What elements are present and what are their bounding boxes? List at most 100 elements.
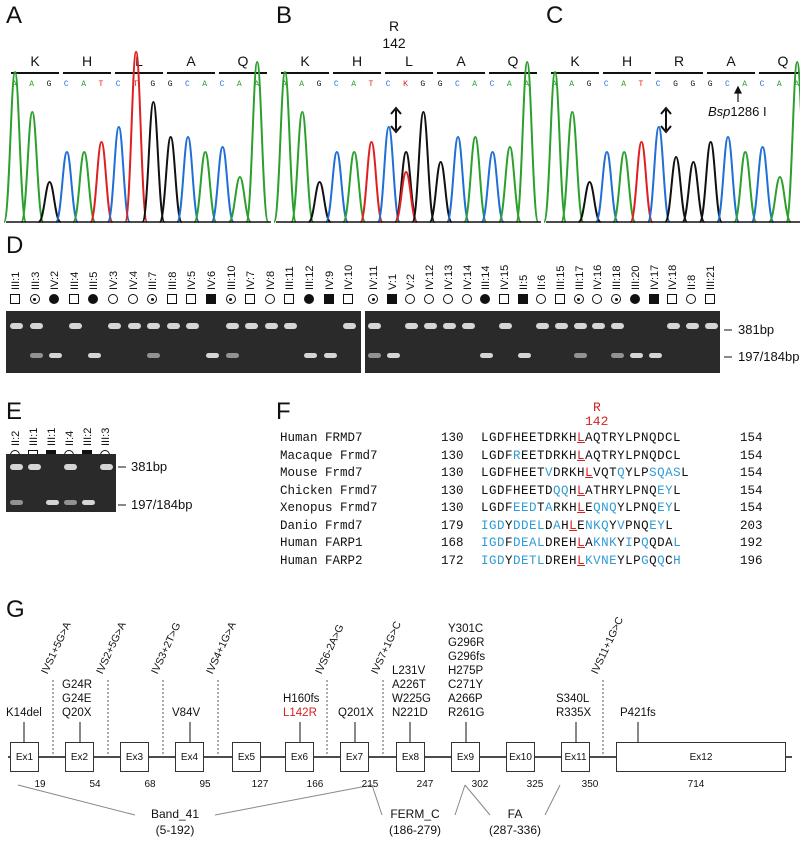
panelA-aa-4: Q [237, 53, 249, 69]
f-seq-4-seg-8: YLPNQ [617, 501, 658, 515]
d-left-lane-14: III:11 [284, 266, 297, 290]
d-right-lane-10: III:15 [555, 265, 567, 290]
panelA-peak-8 [141, 100, 166, 223]
exon-end-10: 325 [526, 779, 544, 790]
gelDL-band-top-13 [264, 323, 278, 329]
f-seq-2-seg-5: Q [617, 466, 626, 480]
panelB-peak-8 [411, 110, 436, 223]
d-right-lane-13: III:18 [611, 265, 624, 290]
gelDL-band-top-12 [245, 323, 259, 329]
f-seq-4-seg-2: T [537, 501, 546, 515]
d-left-symbol-4 [88, 294, 99, 304]
panelB-aa-1: H [351, 53, 363, 69]
gelDR-band-top-10 [555, 323, 568, 329]
d-right-lane-8: II:5 [517, 274, 530, 290]
gelDL-band-bot-10 [206, 353, 219, 358]
panelB-aa-4: Q [507, 53, 519, 69]
d-right-lane-14: III:20 [629, 265, 642, 290]
gene-annotation-lines [17, 680, 639, 816]
panelB-nt-9: G [437, 80, 443, 89]
panelC-peak-11 [733, 150, 758, 223]
domain-0-name: Band_41 [150, 807, 200, 821]
domain-0: Band_41 (5-192) [130, 806, 220, 838]
panelB-aa-bar-1 [333, 72, 381, 74]
f-mut-aa: R [593, 400, 601, 415]
d-left-symbol-1 [29, 294, 40, 304]
f-end-4: 154 [740, 501, 763, 515]
f-seq-4-seg-6: E [585, 501, 594, 515]
gelDR-band-top-18 [704, 323, 718, 329]
exon-end-5: 127 [251, 779, 269, 790]
domain-1-name: FERM_C [390, 807, 440, 821]
f-seq-4-seg-9: EY [657, 501, 674, 515]
f-seq-4-seg-10: L [673, 501, 682, 515]
f-seq-5-seg-11: PNQ [625, 518, 650, 533]
f-seq-5-seg-9: Y [609, 518, 618, 533]
gelDR-band-bot-15 [648, 353, 662, 358]
f-seq-6-seg-9: P [633, 536, 642, 550]
gelDR-band-top-9 [536, 323, 550, 329]
exon-end-3: 68 [144, 779, 156, 790]
panelB-nt-13: A [506, 80, 512, 89]
panelA-aa-bar-3 [167, 72, 215, 74]
d-left-lane-17: IV:10 [343, 264, 356, 290]
d-left-symbol-8 [166, 294, 177, 304]
panelA-nt-10: C [185, 80, 190, 89]
f-seq-3-seg-6: L [673, 483, 682, 498]
e-band-bottom-label: 197/184bp [131, 497, 193, 512]
panelA-peak-9 [158, 135, 183, 223]
d-right-lane-3: IV:12 [424, 264, 437, 290]
panelB-aa-2: L [405, 53, 413, 69]
traces-b [273, 60, 541, 223]
gelE-band-bot-2 [46, 500, 59, 505]
panelB-nt-11: A [472, 80, 478, 89]
d-right-symbol-1 [386, 294, 397, 304]
panelC-aa-4: Q [777, 53, 789, 69]
panelB-nt-12: C [489, 80, 495, 89]
panelC-nt-11: A [742, 80, 748, 89]
f-seq-0: LGDFHEETDRKHLAQTRYLPNQDCL [481, 431, 681, 445]
panelC-peak-13 [767, 175, 792, 223]
gelDL-band-top-6 [127, 323, 141, 329]
domain-bracket-5 [544, 784, 561, 816]
panelC-peak-1 [560, 110, 585, 223]
exon-5: Ex5 [232, 742, 261, 772]
up-arrow-c-icon [734, 85, 742, 102]
panelA-peak-5 [89, 140, 114, 223]
f-seq-6-seg-8: I [625, 536, 634, 550]
f-seq-2-seg-7: SQAS [649, 466, 682, 480]
panelC-peak-10 [716, 135, 740, 223]
panelA-nt-3: C [63, 80, 69, 89]
f-seq-1-seg-0: LGDF [481, 448, 514, 463]
mut_ex8-3: N221D [392, 707, 428, 719]
f-end-6: 192 [740, 536, 763, 550]
f-seq-7-seg-2: DETL [513, 553, 546, 568]
panelA-nt-8: G [150, 80, 156, 89]
f-seq-5-seg-10: V [617, 518, 626, 533]
panelA-aa-3: A [186, 53, 196, 69]
panelC-peak-14 [785, 60, 800, 223]
panelC-aa-3: A [726, 53, 736, 69]
panel-letter-e: E [6, 398, 23, 425]
f-start-7: 172 [441, 553, 464, 568]
f-seq-4-seg-4: RKH [553, 501, 578, 515]
f-seq-6-seg-2: DEAL [513, 536, 546, 550]
f-seq-4-seg-3: A [545, 501, 554, 515]
enzyme-label: Bsp1286 I [708, 104, 767, 119]
traces-a [3, 50, 271, 223]
panelB-peak-6 [376, 125, 401, 223]
panelB-peak-10 [446, 135, 470, 223]
panelC-nt-8: G [690, 80, 696, 89]
panelB-nt-5: T [368, 80, 374, 89]
panelB-aa-3: A [456, 53, 466, 69]
gelDR-band-bot-6 [480, 353, 494, 358]
f-seq-3-seg-1: QQ [553, 483, 570, 498]
exon-4: Ex4 [175, 742, 204, 772]
f-seq-5-seg-3: D [545, 518, 554, 533]
d-right-symbol-16 [667, 294, 678, 304]
panelB-peak-0 [273, 70, 297, 223]
panelC-nt-1: A [569, 80, 575, 89]
e-lane-3: II:4 [64, 430, 76, 446]
d-left-symbol-0 [10, 294, 20, 304]
f-seq-6-seg-12: L [673, 536, 682, 550]
